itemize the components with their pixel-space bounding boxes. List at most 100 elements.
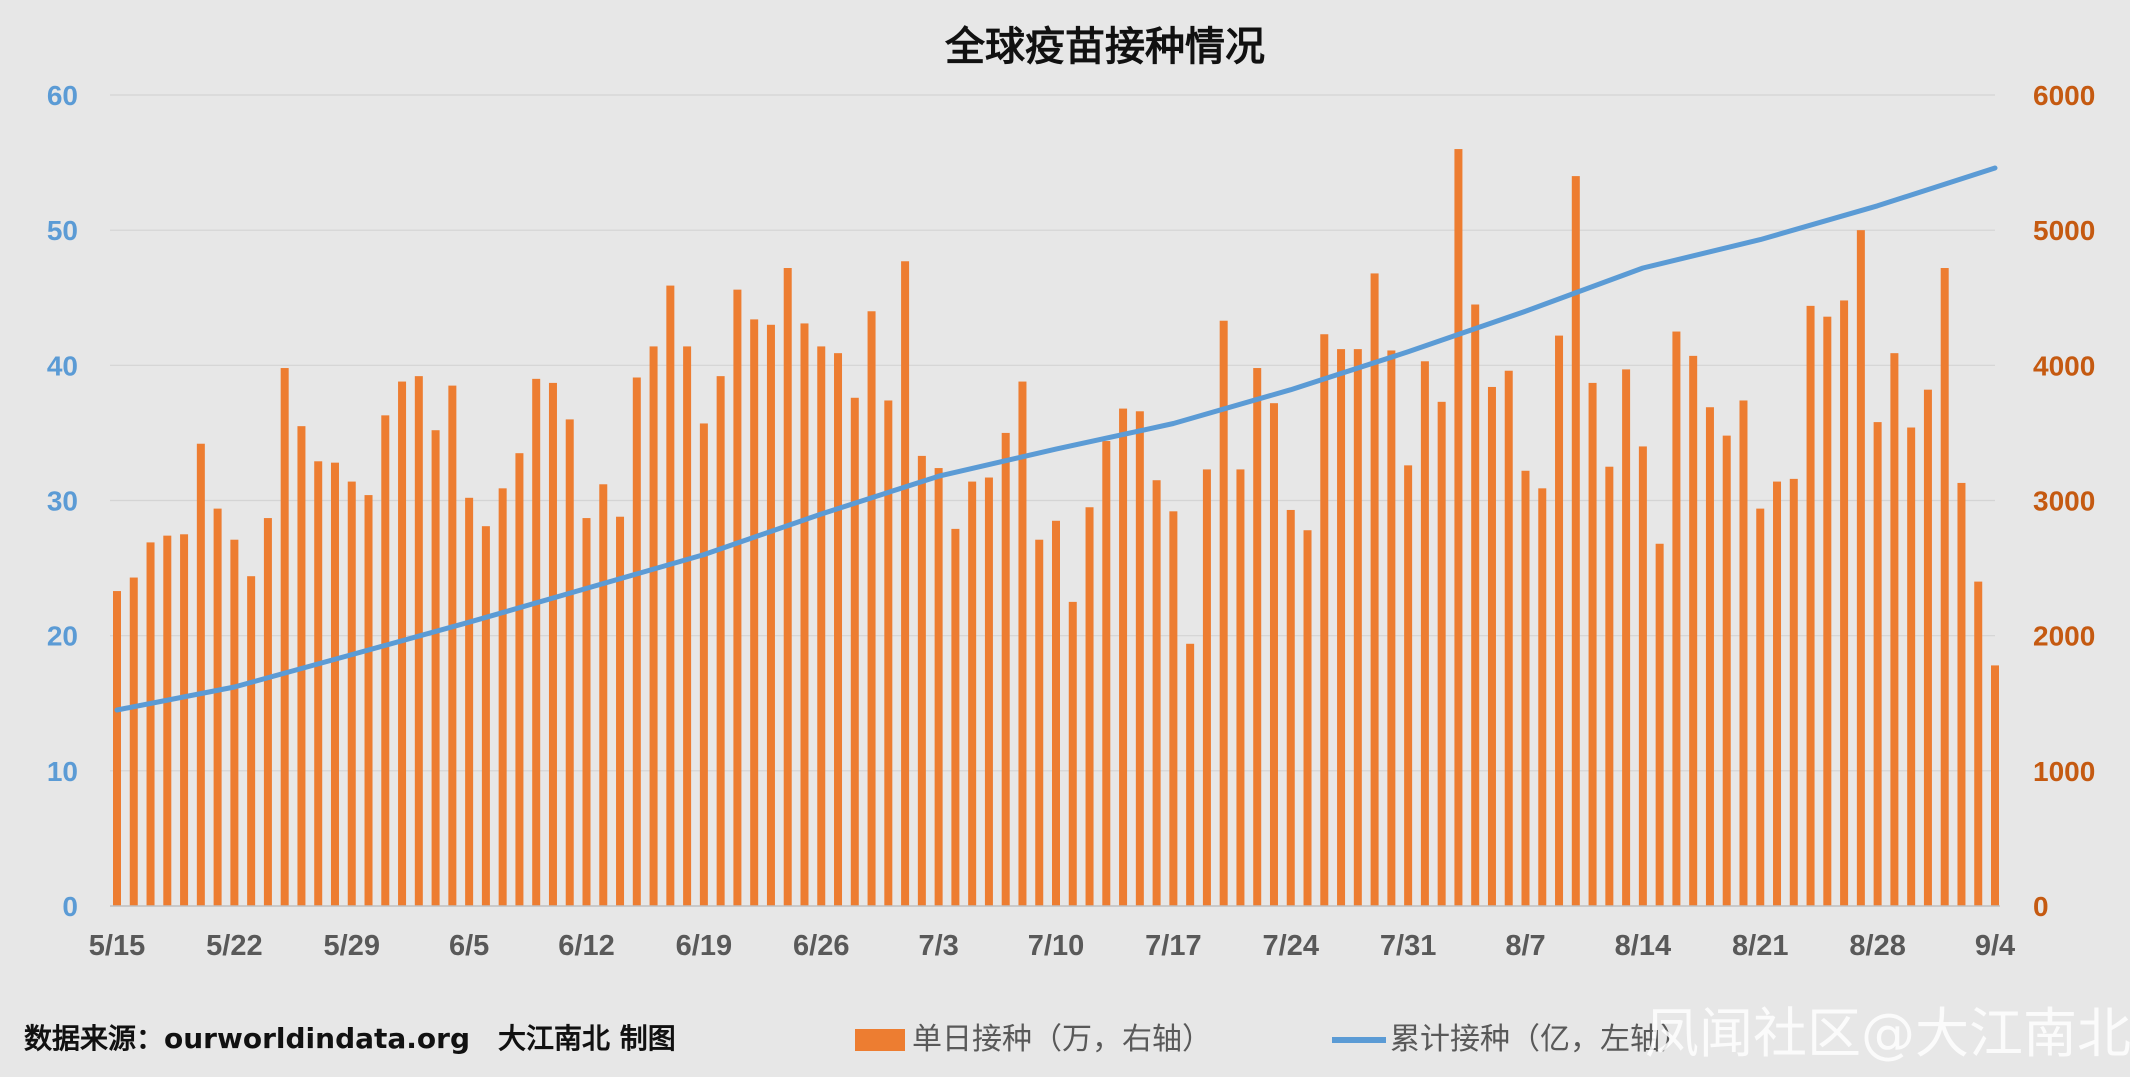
- bar: [1873, 422, 1882, 906]
- bar: [733, 289, 742, 906]
- y-left-tick-label: 40: [47, 350, 78, 381]
- bar: [1387, 350, 1396, 907]
- x-axis: 5/15 5/22 5/29 6/5 6/12 6/19 6/26 7/3 7/10 7/17 7/…: [89, 930, 2015, 962]
- bar: [750, 319, 759, 906]
- bar: [850, 397, 859, 906]
- bar: [1806, 305, 1815, 906]
- bar: [398, 381, 407, 906]
- bar: [180, 534, 189, 906]
- bar: [1404, 465, 1413, 906]
- bar: [968, 481, 977, 906]
- bar: [616, 516, 625, 906]
- bar: [481, 526, 490, 906]
- x-tick-label: 5/15: [89, 930, 145, 962]
- bar: [1538, 488, 1547, 906]
- y-left-tick-label: 20: [47, 621, 78, 652]
- bar: [901, 261, 910, 906]
- x-tick-label: 6/12: [558, 930, 614, 962]
- x-tick-label: 7/31: [1380, 930, 1436, 962]
- bar: [146, 542, 155, 906]
- bar: [1504, 370, 1513, 906]
- bar: [1269, 403, 1278, 906]
- bar: [515, 453, 524, 906]
- bar: [1219, 320, 1228, 906]
- bar: [649, 346, 658, 906]
- bar: [1705, 407, 1714, 906]
- x-tick-label: 5/22: [206, 930, 262, 962]
- x-tick-label: 6/5: [449, 930, 489, 962]
- bar: [1454, 149, 1463, 907]
- legend-bar-label: 单日接种（万，右轴）: [912, 1022, 1212, 1057]
- bar: [1638, 446, 1647, 906]
- bar: [917, 455, 926, 906]
- y-left-tick-label: 60: [47, 80, 78, 111]
- x-tick-label: 6/19: [676, 930, 732, 962]
- bar: [1052, 520, 1060, 906]
- bar: [1152, 480, 1161, 906]
- source-note: 数据来源：ourworldindata.org 大江南北 制图: [24, 1022, 676, 1055]
- y-left-tick-label: 50: [47, 215, 78, 246]
- bar: [1588, 382, 1597, 906]
- bar: [1018, 381, 1027, 906]
- bar: [666, 285, 675, 907]
- bar: [766, 324, 775, 906]
- bar: [1655, 543, 1664, 906]
- x-tick-label: 8/21: [1732, 930, 1788, 962]
- bar: [213, 508, 222, 906]
- bar: [1035, 539, 1044, 906]
- x-tick-label: 7/3: [918, 930, 958, 962]
- bar: [834, 353, 843, 906]
- bar: [817, 346, 826, 906]
- x-tick-label: 8/14: [1615, 930, 1671, 962]
- bar: [1856, 230, 1865, 906]
- bar: [1001, 432, 1010, 906]
- bar: [783, 268, 792, 907]
- y-right-tick-label: 3000: [2033, 486, 2095, 517]
- bar: [113, 591, 121, 906]
- bar: [414, 376, 423, 906]
- y-right-tick-label: 1000: [2033, 756, 2095, 787]
- y-right-tick-label: 4000: [2033, 350, 2095, 381]
- bar: [1068, 601, 1077, 906]
- bar: [716, 376, 725, 906]
- chart-title: 全球疫苗接种情况: [944, 24, 1265, 70]
- bar: [1370, 273, 1379, 906]
- bar: [381, 415, 390, 906]
- bar: [1773, 481, 1782, 906]
- bar: [129, 577, 138, 906]
- bar: [1571, 176, 1580, 907]
- bar: [498, 488, 507, 906]
- cumulative-line: [114, 165, 1998, 713]
- y-axis-left: 0 10 20 30 40 50 60: [47, 80, 78, 922]
- x-tick-label: 7/10: [1028, 930, 1084, 962]
- bar: [230, 539, 239, 906]
- bar: [1437, 401, 1446, 906]
- x-tick-label: 5/29: [324, 930, 380, 962]
- y-right-tick-label: 5000: [2033, 215, 2095, 246]
- bar: [1119, 408, 1128, 906]
- bar: [1689, 355, 1698, 906]
- bar: [196, 443, 205, 906]
- bar: [1186, 643, 1195, 906]
- legend-bar-swatch: [855, 1029, 905, 1051]
- bar: [347, 481, 356, 906]
- bar: [582, 518, 591, 906]
- bar: [934, 468, 943, 906]
- x-tick-label: 8/7: [1505, 930, 1545, 962]
- x-tick-label: 9/4: [1975, 930, 2015, 962]
- bar: [565, 419, 574, 906]
- bar: [280, 368, 289, 907]
- bar: [699, 423, 708, 906]
- legend: 单日接种（万，右轴） 累计接种（亿，左轴）: [855, 1022, 1690, 1057]
- watermark: 凤闻社区@大江南北: [1645, 1002, 2130, 1065]
- bar: [1739, 400, 1748, 906]
- x-tick-label: 7/24: [1263, 930, 1319, 962]
- bar: [1907, 427, 1916, 906]
- bar: [1353, 349, 1362, 906]
- bar: [1135, 411, 1144, 906]
- bar: [1789, 478, 1798, 906]
- bar: [867, 311, 876, 906]
- bar: [800, 323, 809, 907]
- bar: [1923, 389, 1932, 906]
